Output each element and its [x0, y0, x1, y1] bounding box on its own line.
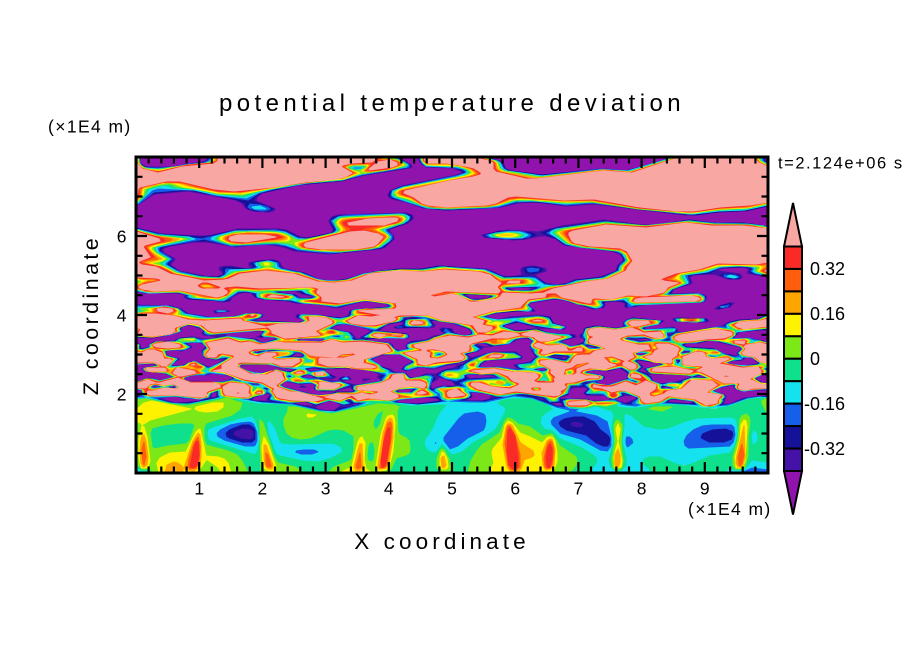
svg-text:6: 6	[117, 226, 127, 246]
svg-text:5: 5	[447, 479, 457, 499]
svg-text:2: 2	[258, 479, 268, 499]
svg-text:(×1E4 m): (×1E4 m)	[48, 117, 132, 137]
svg-text:0.16: 0.16	[810, 304, 845, 324]
svg-text:1: 1	[194, 479, 204, 499]
svg-text:(×1E4 m): (×1E4 m)	[688, 499, 772, 519]
svg-text:4: 4	[384, 479, 394, 499]
svg-text:4: 4	[117, 305, 127, 325]
svg-text:7: 7	[574, 479, 584, 499]
svg-text:t=2.124e+06 s: t=2.124e+06 s	[778, 155, 904, 173]
svg-text:6: 6	[510, 479, 520, 499]
svg-text:2: 2	[117, 384, 127, 404]
svg-text:9: 9	[700, 479, 710, 499]
svg-text:8: 8	[637, 479, 647, 499]
svg-text:potential temperature deviatio: potential temperature deviation	[219, 90, 685, 117]
svg-text:0.32: 0.32	[810, 259, 845, 279]
svg-text:Z coordinate: Z coordinate	[79, 235, 103, 395]
svg-text:-0.16: -0.16	[804, 394, 845, 414]
svg-text:-0.32: -0.32	[804, 439, 845, 459]
svg-text:0: 0	[810, 349, 820, 369]
svg-text:X coordinate: X coordinate	[354, 529, 530, 554]
svg-text:3: 3	[321, 479, 331, 499]
